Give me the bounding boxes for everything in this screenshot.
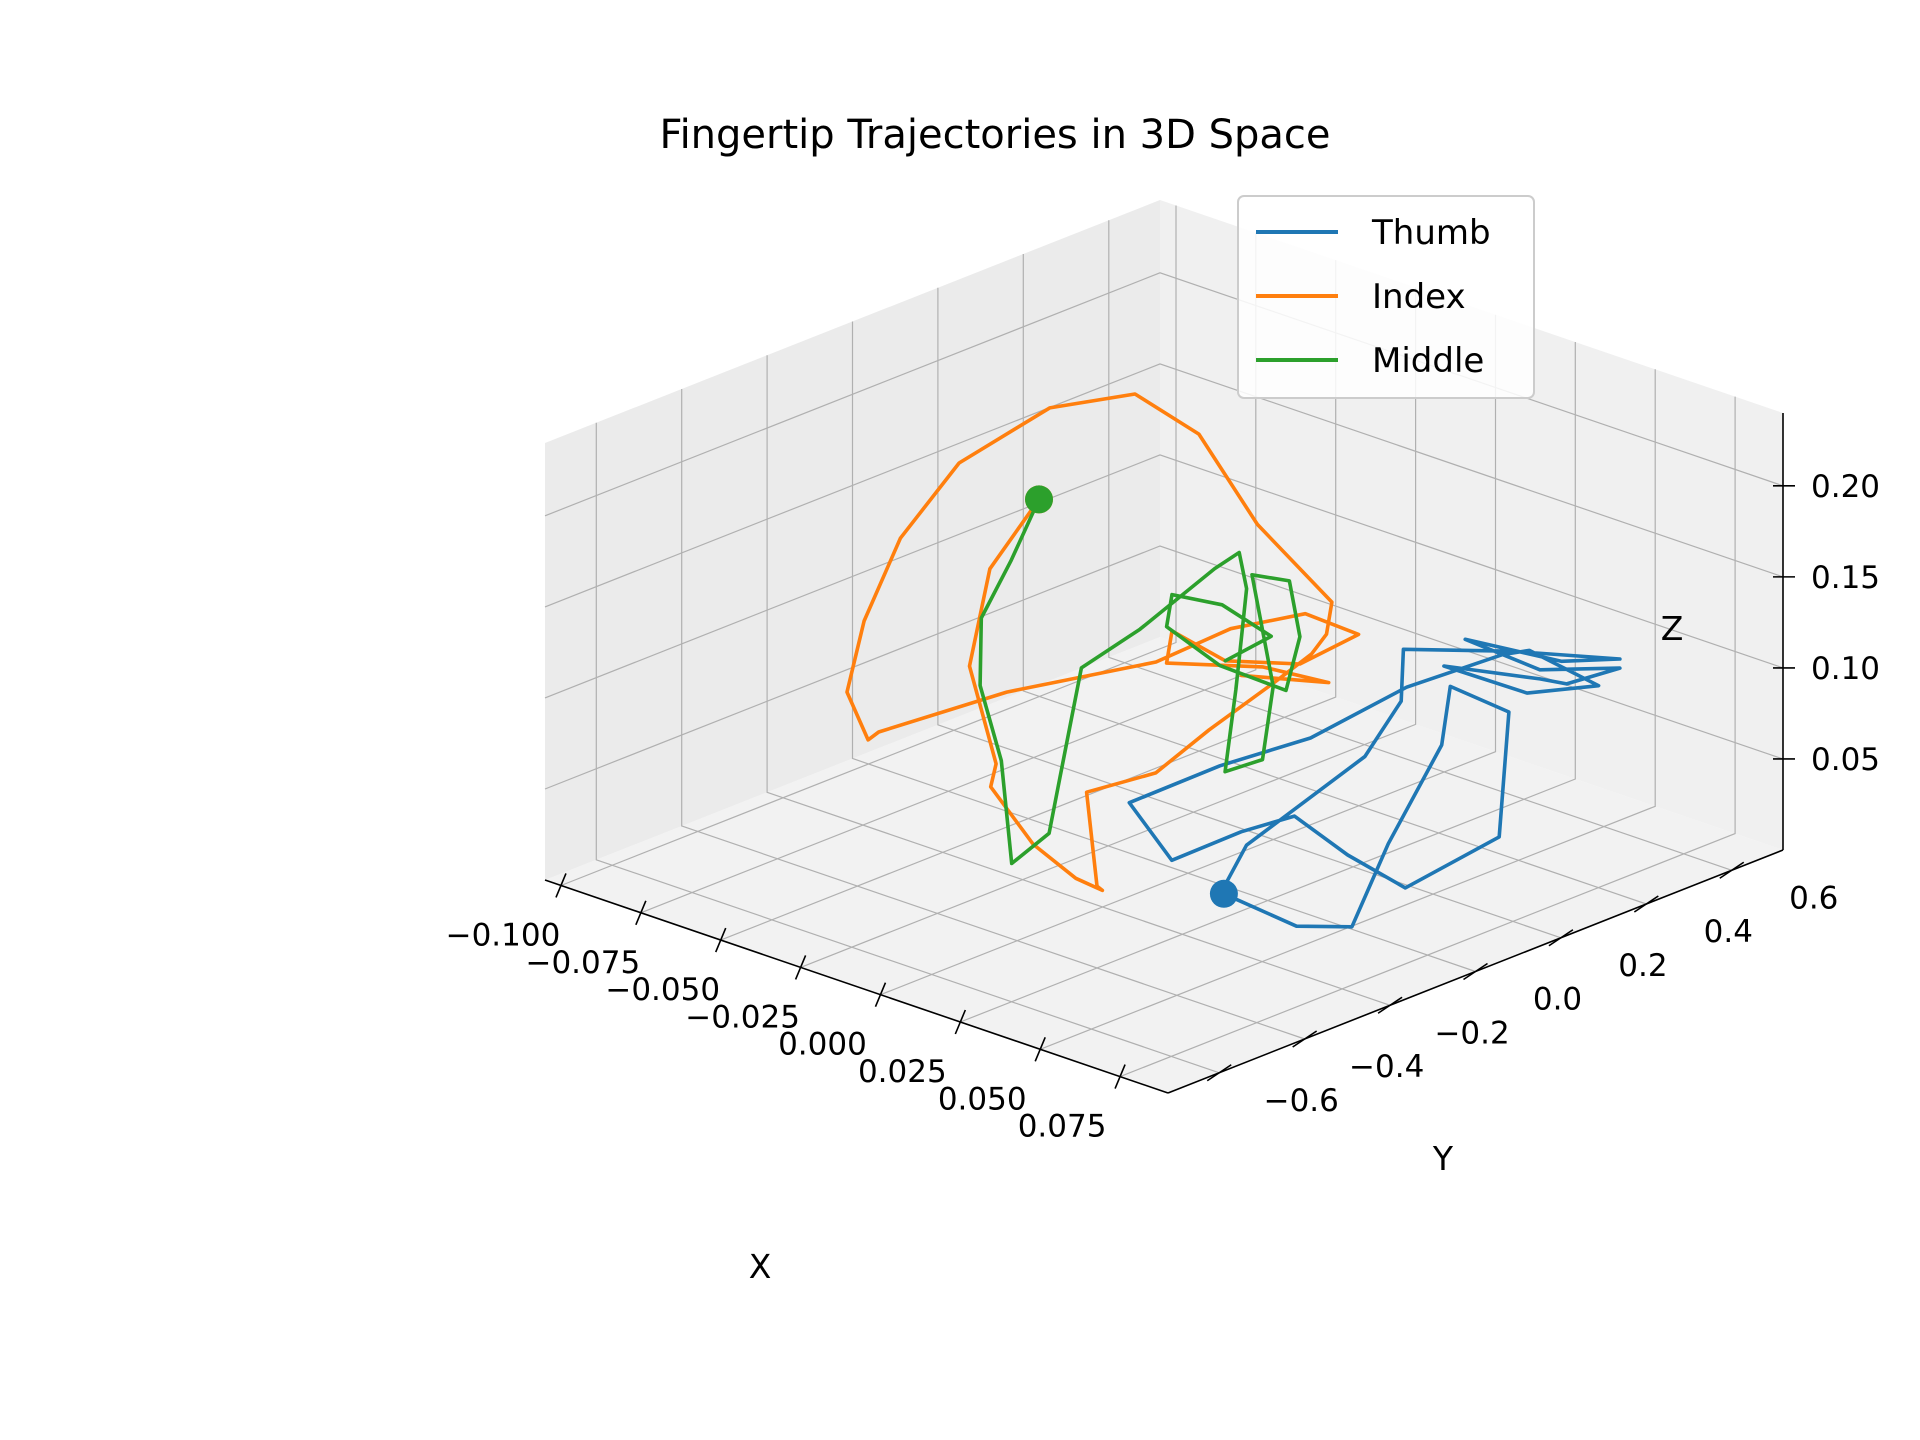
x-axis-label: X xyxy=(749,1247,772,1286)
x-tick-mark xyxy=(1114,1064,1126,1089)
y-tick-label: −0.2 xyxy=(1434,1015,1509,1051)
y-tick-mark xyxy=(1548,929,1574,947)
grid-line-y xyxy=(937,287,1562,939)
start-marker-thumb xyxy=(1209,879,1238,908)
y-tick-mark xyxy=(1719,861,1745,879)
legend-label-thumb: Thumb xyxy=(1371,213,1491,253)
series-line-index xyxy=(845,392,1361,893)
x-tick-label: −0.025 xyxy=(685,999,800,1035)
grid-line-z xyxy=(544,272,1784,517)
z-tick-label: 0.15 xyxy=(1811,560,1880,596)
y-tick-mark xyxy=(1377,996,1403,1014)
chart-title: Fingertip Trajectories in 3D Space xyxy=(659,112,1330,158)
grid-line-y xyxy=(851,321,1476,973)
z-tick-label: 0.20 xyxy=(1811,469,1880,505)
series-line-middle xyxy=(978,497,1302,866)
x-tick-label: −0.050 xyxy=(605,972,720,1008)
x-tick-mark xyxy=(1034,1037,1046,1062)
y-tick-label: 0.6 xyxy=(1789,880,1838,916)
x-tick-mark xyxy=(635,900,647,926)
z-tick-label: 0.05 xyxy=(1811,742,1880,778)
legend: Thumb Index Middle xyxy=(1237,195,1535,399)
x-tick-mark xyxy=(954,1009,967,1035)
x-tick-label: 0.050 xyxy=(938,1081,1027,1117)
y-tick-mark xyxy=(1633,895,1659,913)
grid-line-y xyxy=(1108,220,1732,871)
x-tick-label: −0.075 xyxy=(525,945,640,981)
y-tick-mark xyxy=(1292,1030,1318,1048)
y-axis-label: Y xyxy=(1432,1139,1454,1178)
grid-line-y xyxy=(595,422,1220,1074)
x-tick-mark xyxy=(714,927,727,953)
y-tick-label: −0.6 xyxy=(1264,1083,1339,1119)
axis-lines: −0.100−0.075−0.050−0.0250.0000.0250.0500… xyxy=(446,413,1880,1145)
x-tick-label: 0.075 xyxy=(1018,1109,1107,1145)
grid-line-x xyxy=(880,314,1497,996)
y-tick-label: −0.4 xyxy=(1349,1049,1424,1085)
x-axis-line xyxy=(544,879,1169,1094)
y-tick-label: 0.4 xyxy=(1704,914,1753,950)
grid-line-y xyxy=(1022,254,1647,905)
start-marker-middle xyxy=(1025,485,1053,514)
legend-label-middle: Middle xyxy=(1372,341,1484,381)
grid-line-x xyxy=(800,287,1417,968)
legend-label-index: Index xyxy=(1372,277,1466,317)
grid-lines xyxy=(544,205,1784,1078)
grid-line-x xyxy=(720,260,1337,941)
y-tick-label: 0.0 xyxy=(1533,982,1582,1018)
grid-line-x xyxy=(560,205,1177,887)
y-tick-mark xyxy=(1206,1064,1232,1082)
x-tick-mark xyxy=(794,955,807,980)
x-tick-label: 0.025 xyxy=(858,1054,947,1090)
series-line-thumb xyxy=(1127,637,1622,929)
data-series xyxy=(845,392,1622,929)
y-tick-label: 0.2 xyxy=(1618,948,1667,984)
grid-line-y xyxy=(681,389,1305,1040)
x-tick-mark xyxy=(555,873,567,898)
z-tick-label: 0.10 xyxy=(1811,651,1880,687)
y-tick-mark xyxy=(1463,962,1488,981)
grid-line-z xyxy=(544,363,1784,608)
axes-panes xyxy=(545,200,1783,1093)
grid-line-x xyxy=(960,342,1576,1023)
z-axis-label: Z xyxy=(1661,609,1684,648)
grid-line-y xyxy=(766,355,1391,1006)
x-tick-label: 0.000 xyxy=(778,1027,867,1063)
x-tick-label: −0.100 xyxy=(446,917,561,953)
grid-line-x xyxy=(1119,396,1736,1078)
x-tick-mark xyxy=(874,982,887,1008)
legend-box xyxy=(1237,195,1535,399)
grid-line-x xyxy=(1039,369,1656,1050)
grid-line-z xyxy=(544,454,1784,699)
